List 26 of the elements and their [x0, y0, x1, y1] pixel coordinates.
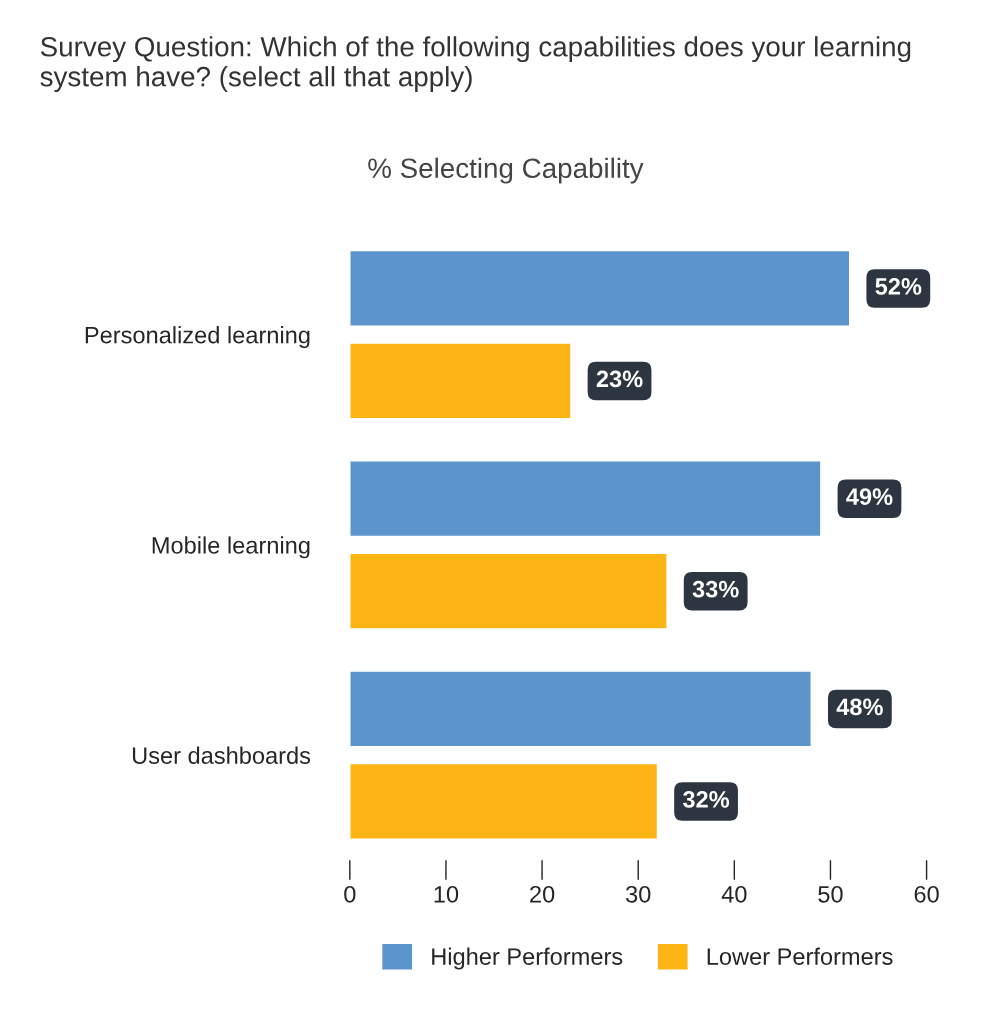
bar [349, 460, 822, 538]
data-label: 48% [836, 698, 883, 716]
bar [349, 670, 812, 748]
x-tick-label: 50 [818, 885, 843, 903]
y-tick-label: Personalized learning [85, 326, 310, 349]
data-label: 23% [596, 370, 643, 388]
data-label: 52% [875, 278, 922, 295]
x-tick-label: 10 [434, 885, 459, 903]
x-tick-label: 60 [914, 885, 939, 903]
legend-label: Higher Performers [432, 947, 623, 970]
y-tick-label: User dashboards [132, 746, 311, 764]
x-tick-label: 30 [625, 885, 651, 903]
legend-label: Lower Performers [707, 947, 893, 965]
chart-subtitle: % Selecting Capability [368, 157, 644, 184]
x-tick-label: 0 [344, 885, 356, 903]
bar [349, 342, 572, 420]
x-tick-label: 40 [721, 885, 747, 903]
x-tick-label: 20 [530, 885, 555, 903]
y-tick-label: Mobile learning [152, 536, 310, 559]
data-label: 49% [846, 488, 893, 505]
data-label: 33% [692, 580, 739, 598]
chart-title: Survey Question: Which of the following capabilities does your learning system have? (select all that apply) [40, 36, 911, 92]
bar [349, 552, 668, 630]
bar [349, 249, 851, 327]
data-label: 32% [682, 791, 730, 808]
bar [349, 762, 659, 840]
